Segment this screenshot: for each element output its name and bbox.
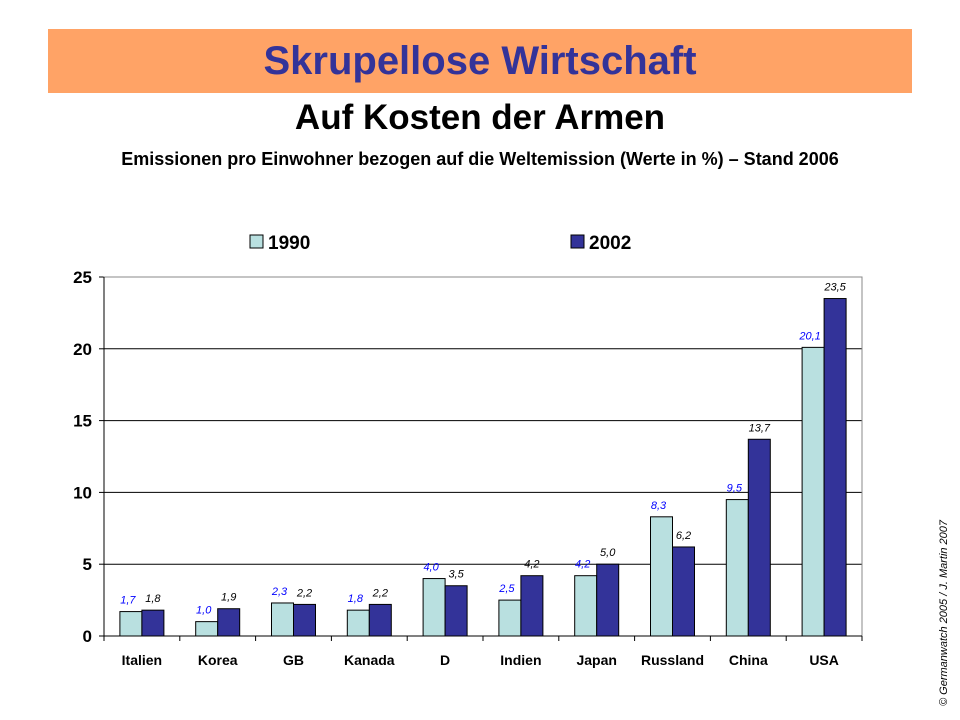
x-tick-label: USA bbox=[809, 652, 839, 668]
y-tick-label: 15 bbox=[73, 412, 92, 431]
data-label: 4,2 bbox=[575, 559, 590, 571]
bar-2002 bbox=[141, 609, 165, 637]
x-tick-label: GB bbox=[283, 652, 304, 668]
x-tick-label: Indien bbox=[500, 652, 541, 668]
bar-1990 bbox=[801, 346, 825, 637]
bar-1990 bbox=[725, 499, 749, 637]
bar-1990 bbox=[422, 578, 446, 637]
data-label: 2,3 bbox=[271, 586, 288, 598]
bar-2002 bbox=[520, 575, 544, 637]
page-subtitle: Auf Kosten der Armen bbox=[294, 98, 666, 137]
legend-swatch-2002 bbox=[570, 234, 585, 249]
bar-1990 bbox=[119, 611, 143, 637]
page-title: Skrupellose Wirtschaft bbox=[263, 38, 697, 83]
data-label: 1,9 bbox=[221, 592, 236, 604]
data-label: 8,3 bbox=[651, 500, 667, 512]
bar-2002 bbox=[596, 563, 620, 637]
data-label: 3,5 bbox=[448, 569, 464, 581]
bar-2002 bbox=[823, 298, 847, 637]
data-label: 13,7 bbox=[749, 422, 771, 434]
x-tick-label: Korea bbox=[198, 652, 238, 668]
data-label: 4,0 bbox=[423, 562, 439, 574]
data-label: 2,2 bbox=[372, 587, 388, 599]
title-banner: Skrupellose Wirtschaft bbox=[48, 29, 912, 93]
y-tick-label: 25 bbox=[73, 268, 92, 287]
bar-2002 bbox=[747, 438, 771, 637]
bar-1990 bbox=[346, 609, 370, 637]
data-label: 1,0 bbox=[196, 605, 212, 617]
x-tick-label: China bbox=[729, 652, 768, 668]
data-label: 1,8 bbox=[145, 593, 161, 605]
x-tick-label: D bbox=[440, 652, 450, 668]
data-label: 2,2 bbox=[296, 587, 312, 599]
bar-2002 bbox=[217, 608, 241, 637]
data-label: 5,0 bbox=[600, 547, 616, 559]
y-tick-label: 5 bbox=[83, 555, 92, 574]
chart-caption: Emissionen pro Einwohner bezogen auf die… bbox=[121, 149, 839, 169]
x-tick-label: Japan bbox=[576, 652, 616, 668]
x-tick-label: Italien bbox=[122, 652, 162, 668]
y-tick-label: 0 bbox=[83, 627, 92, 646]
bar-2002 bbox=[368, 603, 392, 637]
data-label: 1,8 bbox=[348, 593, 364, 605]
data-label: 9,5 bbox=[727, 483, 743, 495]
legend-label: 2002 bbox=[589, 233, 631, 254]
data-label: 4,2 bbox=[524, 559, 539, 571]
bar-2002 bbox=[293, 603, 316, 637]
data-label: 20,1 bbox=[798, 330, 820, 342]
x-tick-label: Russland bbox=[641, 652, 704, 668]
y-tick-label: 20 bbox=[73, 340, 92, 359]
x-tick-label: Kanada bbox=[344, 652, 395, 668]
y-tick-label: 10 bbox=[73, 483, 92, 502]
bar-1990 bbox=[498, 599, 522, 637]
data-label: 1,7 bbox=[120, 595, 136, 607]
bar-2002 bbox=[444, 585, 468, 637]
data-label: 23,5 bbox=[823, 282, 846, 294]
legend-label: 1990 bbox=[268, 233, 310, 254]
data-label: 2,5 bbox=[498, 583, 515, 595]
bar-1990 bbox=[195, 621, 219, 637]
legend-swatch-1990 bbox=[249, 234, 264, 249]
bar-2002 bbox=[672, 546, 695, 637]
bar-1990 bbox=[650, 516, 673, 637]
bar-1990 bbox=[574, 575, 598, 637]
data-label: 6,2 bbox=[676, 530, 691, 542]
bar-1990 bbox=[271, 602, 294, 637]
